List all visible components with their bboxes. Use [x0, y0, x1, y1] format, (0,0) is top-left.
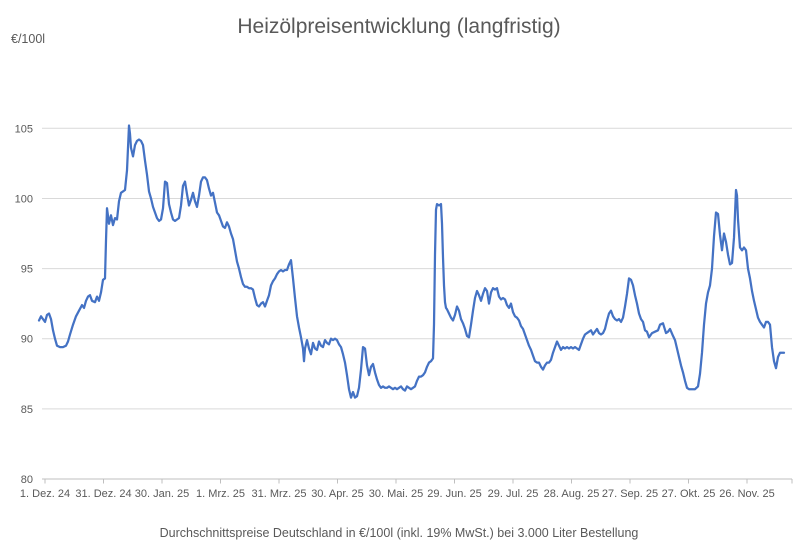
x-tick-label: 29. Jun. 25	[427, 488, 481, 500]
price-line	[37, 124, 786, 399]
x-tick-label: 28. Aug. 25	[544, 488, 600, 500]
x-tick-label: 29. Jul. 25	[488, 488, 539, 500]
y-tick-label: 100	[15, 193, 33, 205]
x-tick-label: 31. Dez. 24	[75, 488, 131, 500]
y-tick-label: 90	[21, 334, 33, 346]
x-tick-label: 30. Apr. 25	[311, 488, 364, 500]
y-tick-label: 105	[15, 123, 33, 135]
x-tick-label: 30. Jan. 25	[135, 488, 189, 500]
x-tick-label: 30. Mai. 25	[369, 488, 423, 500]
y-tick-label: 95	[21, 264, 33, 276]
y-tick-label: 80	[21, 474, 33, 486]
y-tick-label: 85	[21, 404, 33, 416]
x-tick-label: 27. Okt. 25	[662, 488, 716, 500]
y-axis-unit-label: €/100l	[11, 32, 46, 46]
x-tick-label: 26. Nov. 25	[719, 488, 774, 500]
x-tick-label: 31. Mrz. 25	[251, 488, 306, 500]
chart-caption: Durchschnittspreise Deutschland in €/100…	[159, 526, 639, 540]
x-tick-label: 1. Dez. 24	[20, 488, 70, 500]
x-tick-label: 27. Sep. 25	[602, 488, 658, 500]
x-tick-label: 1. Mrz. 25	[196, 488, 245, 500]
chart-title: Heizölpreisentwicklung (langfristig)	[237, 15, 561, 38]
